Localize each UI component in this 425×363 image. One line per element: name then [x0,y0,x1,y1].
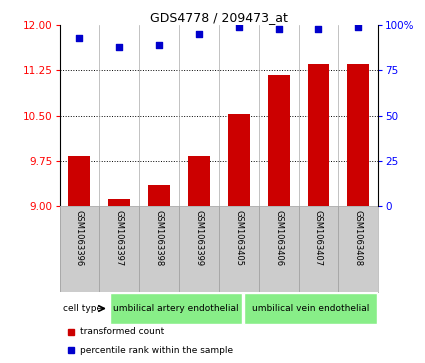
Bar [108,199,130,206]
Bar [268,75,289,206]
Bar [110,293,242,324]
Point [196,32,202,37]
Bar [148,185,170,206]
Text: GSM1063396: GSM1063396 [75,210,84,266]
Bar [68,156,91,206]
Text: GSM1063408: GSM1063408 [354,210,363,266]
Text: GSM1063399: GSM1063399 [195,210,204,266]
Point [76,35,83,41]
Point [156,42,162,48]
Point [116,44,123,50]
Text: GSM1063398: GSM1063398 [155,210,164,266]
Bar [188,156,210,206]
Text: umbilical artery endothelial: umbilical artery endothelial [113,304,239,313]
Title: GDS4778 / 209473_at: GDS4778 / 209473_at [150,11,288,24]
Text: transformed count: transformed count [80,327,164,336]
Point [315,26,322,32]
Point [235,24,242,30]
Bar [244,293,377,324]
Text: GSM1063406: GSM1063406 [274,210,283,266]
Text: cell type: cell type [63,304,102,313]
Point [355,24,362,30]
Text: GSM1063407: GSM1063407 [314,210,323,266]
Bar [347,65,369,206]
Point [275,26,282,32]
Text: umbilical vein endothelial: umbilical vein endothelial [252,304,369,313]
Bar [308,65,329,206]
Text: percentile rank within the sample: percentile rank within the sample [80,346,233,355]
Text: GSM1063397: GSM1063397 [115,210,124,266]
Text: GSM1063405: GSM1063405 [234,210,243,266]
Bar [228,114,250,206]
